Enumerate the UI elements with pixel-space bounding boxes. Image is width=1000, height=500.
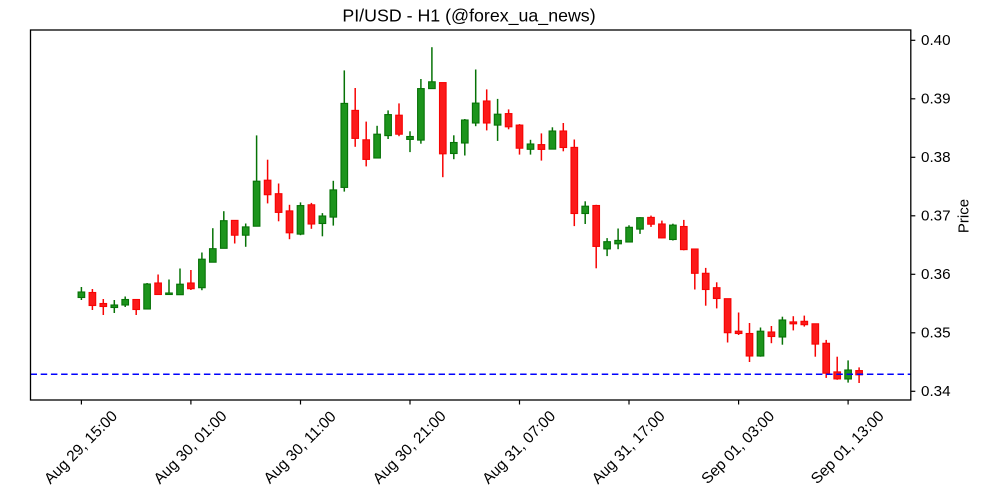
svg-text:0.40: 0.40 [921, 32, 951, 49]
svg-text:PI/USD - H1 (@forex_ua_news): PI/USD - H1 (@forex_ua_news) [342, 6, 595, 27]
svg-text:Price: Price [956, 199, 973, 233]
svg-text:0.37: 0.37 [921, 208, 951, 225]
svg-text:0.39: 0.39 [921, 91, 951, 108]
svg-text:0.36: 0.36 [921, 266, 951, 283]
svg-text:0.34: 0.34 [921, 383, 951, 400]
svg-text:0.35: 0.35 [921, 325, 951, 342]
svg-text:0.38: 0.38 [921, 149, 951, 166]
